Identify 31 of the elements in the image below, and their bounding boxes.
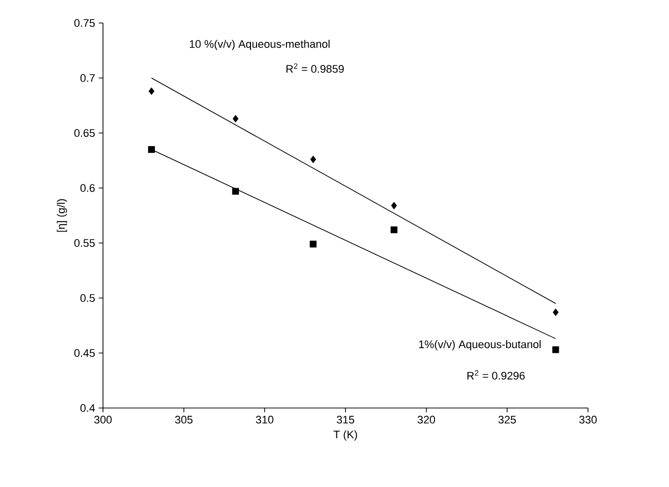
point xyxy=(232,114,238,122)
annotation: R$^{2}$ = 0.9859 xyxy=(286,63,344,73)
point xyxy=(310,240,317,248)
x-tick-label: 330 xyxy=(579,416,597,424)
y-tick-label: 0.5 xyxy=(80,294,95,302)
y-tick-label: 0.6 xyxy=(80,184,95,192)
annotation: R$^{2}$ = 0.9296 xyxy=(467,370,525,380)
x-tick-label: 325 xyxy=(498,416,516,424)
annotation: 1%(v/v) Aqueous-butanol xyxy=(419,340,541,350)
annotation: 10 %(v/v) Aqueous-methanol xyxy=(190,40,330,50)
point xyxy=(552,346,560,354)
x-tick-label: 320 xyxy=(418,416,436,424)
point xyxy=(552,308,559,316)
point xyxy=(310,156,316,164)
point xyxy=(232,188,239,195)
point xyxy=(390,226,398,234)
point xyxy=(148,146,155,153)
y-tick-label: 0.55 xyxy=(74,239,95,247)
x-tick-label: 305 xyxy=(175,416,193,424)
x-tick-label: 310 xyxy=(256,416,274,424)
point xyxy=(148,87,154,95)
y-axis-title: [η] (g/l) xyxy=(56,199,68,232)
x-tick-label: 315 xyxy=(336,416,354,424)
y-tick-label: 0.75 xyxy=(74,19,95,27)
y-tick-label: 0.45 xyxy=(74,349,95,357)
x-tick-label: 300 xyxy=(94,416,112,424)
y-tick-label: 0.4 xyxy=(80,404,95,412)
x-axis-title: T (K) xyxy=(334,430,357,441)
y-tick-label: 0.7 xyxy=(80,74,95,82)
point xyxy=(391,202,397,210)
y-tick-label: 0.65 xyxy=(74,129,95,137)
